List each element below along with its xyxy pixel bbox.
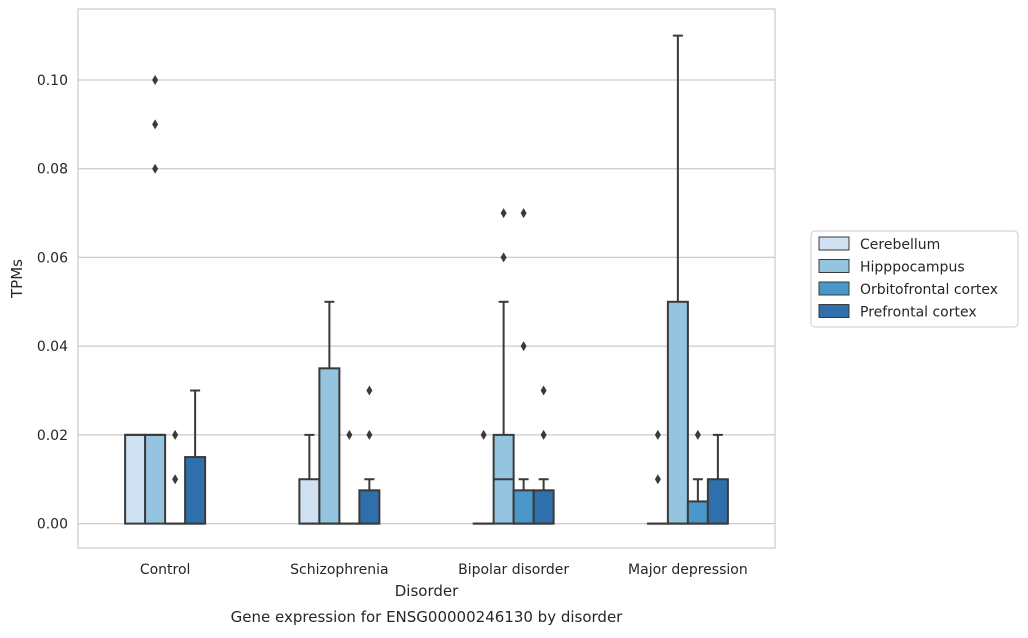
legend-swatch [819,282,849,295]
y-axis-label: TPMs [8,259,26,299]
box-group [648,430,668,524]
outlier-point [172,430,178,440]
y-tick-label: 0.10 [37,73,68,89]
box-group [688,430,708,524]
box-group [185,391,205,524]
box [319,368,339,523]
legend-label: Cerebellum [860,237,940,253]
legend-swatch [819,305,849,318]
outlier-point [481,430,487,440]
box [514,490,534,523]
x-axis-ticks: Control Schizophrenia Bipolar disorder Majo… [140,562,748,578]
y-tick-label: 0.00 [37,517,68,533]
box-group [299,435,319,524]
outlier-point [346,430,352,440]
box-group [125,435,145,524]
box-group [359,386,379,524]
box-group [165,430,185,524]
legend-label: Prefrontal cortex [860,305,977,321]
x-tick-label: Schizophrenia [290,562,388,578]
outlier-point [366,430,372,440]
outlier-point [501,208,507,218]
y-tick-label: 0.06 [37,250,68,266]
box [708,479,728,523]
outlier-point [366,386,372,396]
box-group [494,208,514,524]
outlier-point [695,430,701,440]
box-group [319,302,339,524]
box-group [668,36,688,524]
box-group [534,386,554,524]
outlier-point [172,474,178,484]
box [185,457,205,524]
box [688,501,708,523]
legend: Cerebellum Hipppocampus Orbitofrontal cort… [811,231,1018,327]
outlier-point [541,430,547,440]
y-tick-label: 0.04 [37,339,68,355]
box-group [514,208,534,524]
outlier-point [152,119,158,129]
box [299,479,319,523]
legend-swatch [819,237,849,250]
box [359,490,379,523]
box [145,435,165,524]
box-group [474,430,494,524]
boxes [125,36,728,524]
y-tick-label: 0.08 [37,162,68,178]
outlier-point [655,474,661,484]
x-axis-label: Disorder [395,582,459,600]
y-axis-ticks: 0.00 0.02 0.04 0.06 0.08 0.10 [37,73,68,533]
x-tick-label: Control [140,562,191,578]
outlier-point [152,164,158,174]
x-tick-label: Major depression [628,562,748,578]
outlier-point [521,341,527,351]
x-tick-label: Bipolar disorder [458,562,569,578]
outlier-point [152,75,158,85]
legend-label: Orbitofrontal cortex [860,282,998,298]
box-group [708,435,728,524]
box [534,490,554,523]
y-tick-label: 0.02 [37,428,68,444]
box [668,302,688,524]
legend-swatch [819,260,849,273]
outlier-point [541,386,547,396]
box-group [339,430,359,524]
outlier-point [655,430,661,440]
box [125,435,145,524]
outlier-point [501,252,507,262]
chart-caption: Gene expression for ENSG00000246130 by d… [231,608,624,626]
box-group [145,75,165,524]
outlier-point [521,208,527,218]
legend-label: Hipppocampus [860,260,965,276]
